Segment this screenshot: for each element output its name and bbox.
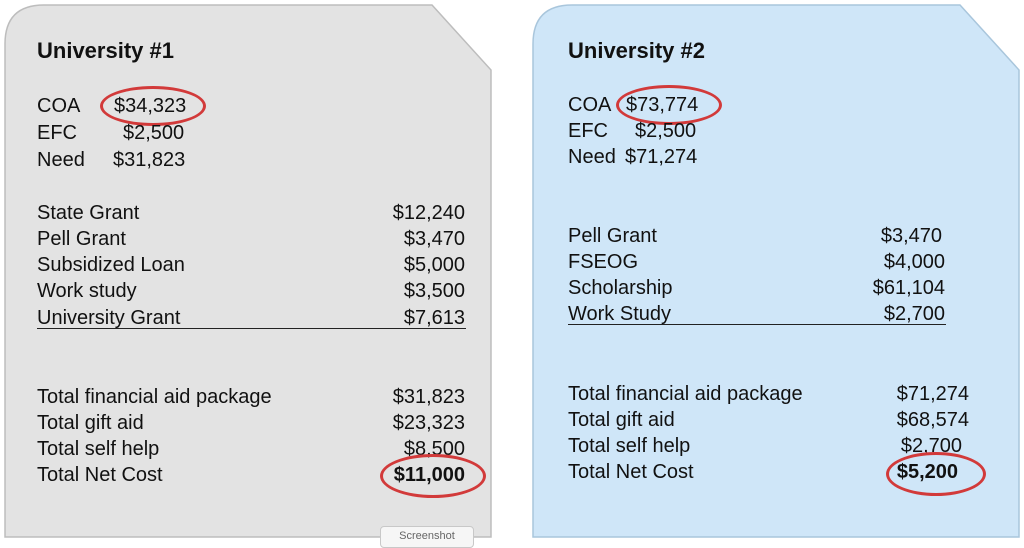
aid-label: Scholarship [568, 277, 673, 299]
aid-label: Pell Grant [568, 225, 657, 247]
aid-value: $12,240 [392, 202, 465, 224]
card-1-background [4, 4, 492, 538]
total-label: Total financial aid package [37, 386, 272, 408]
aid-value: $5,000 [403, 254, 465, 276]
aid-label: Subsidized Loan [37, 254, 185, 276]
total-label: Total financial aid package [568, 383, 803, 405]
aid-label: FSEOG [568, 251, 639, 273]
need-value: $31,823 [113, 149, 186, 171]
total-value: $2,700 [900, 435, 962, 457]
need-label: Need [568, 146, 616, 168]
aid-label: State Grant [37, 202, 140, 224]
screenshot-tab[interactable]: Screenshot [380, 526, 474, 548]
university-2-title: University #2 [568, 38, 705, 63]
coa-label: COA [568, 94, 612, 116]
coa-label: COA [37, 95, 81, 117]
university-1-card: University #1 COA $34,323 EFC $2,500 Nee… [4, 4, 492, 538]
total-label: Total self help [568, 435, 691, 457]
total-value: $68,574 [896, 409, 969, 431]
aid-label: Work study [37, 280, 137, 302]
efc-label: EFC [37, 122, 77, 144]
efc-value: $2,500 [635, 120, 697, 142]
efc-label: EFC [568, 120, 608, 142]
aid-label: Pell Grant [37, 228, 126, 250]
total-value: $31,823 [392, 386, 465, 408]
aid-value: $3,500 [403, 280, 465, 302]
efc-value: $2,500 [123, 122, 185, 144]
aid-value: $3,470 [880, 225, 942, 247]
net-cost-highlight-circle [380, 454, 486, 498]
coa-highlight-circle [616, 85, 722, 125]
need-value: $71,274 [625, 146, 698, 168]
university-1-title: University #1 [37, 38, 174, 63]
aid-value: $7,613 [403, 307, 465, 329]
total-label: Total gift aid [568, 409, 675, 431]
aid-sum-line [568, 324, 946, 325]
aid-label: University Grant [37, 307, 181, 329]
aid-value: $4,000 [883, 251, 945, 273]
net-cost-label: Total Net Cost [568, 461, 694, 483]
aid-value: $3,470 [403, 228, 465, 250]
aid-value: $61,104 [872, 277, 945, 299]
total-value: $23,323 [392, 412, 465, 434]
need-label: Need [37, 149, 85, 171]
net-cost-highlight-circle [886, 452, 986, 496]
aid-label: Work Study [568, 303, 671, 325]
net-cost-label: Total Net Cost [37, 464, 163, 486]
card-2-background [532, 4, 1020, 538]
total-label: Total self help [37, 438, 160, 460]
university-2-card: University #2 COA $73,774 EFC $2,500 Nee… [532, 4, 1020, 538]
aid-sum-line [37, 328, 466, 329]
coa-highlight-circle [100, 86, 206, 126]
total-label: Total gift aid [37, 412, 144, 434]
total-value: $71,274 [896, 383, 969, 405]
aid-value: $2,700 [883, 303, 945, 325]
